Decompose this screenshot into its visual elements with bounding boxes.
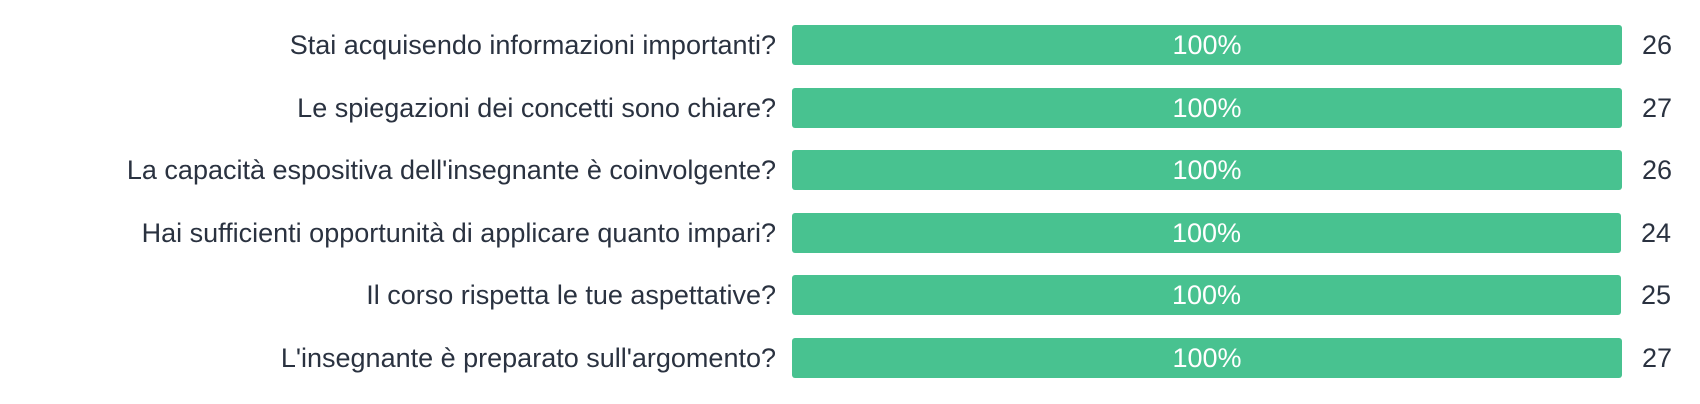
bar: 100% xyxy=(792,150,1622,190)
bar: 100% xyxy=(792,87,1622,128)
percent-label: 100% xyxy=(1171,280,1242,310)
category-label: L'insegnante è preparato sull'argomento? xyxy=(280,342,776,373)
bar-row: Il corso rispetta le tue aspettative? 100… xyxy=(0,275,1700,315)
count-label: 27 xyxy=(1642,342,1673,373)
bar-row: Hai sufficienti opportunità di applicare… xyxy=(0,212,1700,253)
bar: 100% xyxy=(792,212,1621,253)
percent-label: 100% xyxy=(1172,30,1242,60)
bar-row: La capacità espositiva dell'insegnante è… xyxy=(0,150,1700,190)
bar-row: Le spiegazioni dei concetti sono chiare?… xyxy=(0,87,1700,128)
percent-label: 100% xyxy=(1171,217,1242,248)
category-label: La capacità espositiva dell'insegnante è… xyxy=(126,155,776,185)
bar-row: L'insegnante è preparato sull'argomento?… xyxy=(0,337,1700,378)
count-label: 26 xyxy=(1642,155,1673,185)
category-label: Il corso rispetta le tue aspettative? xyxy=(366,280,776,310)
count-label: 27 xyxy=(1642,92,1673,123)
count-label: 25 xyxy=(1641,280,1672,310)
bar-row: Stai acquisendo informazioni importanti?… xyxy=(0,25,1700,65)
category-label: Stai acquisendo informazioni importanti? xyxy=(289,30,776,60)
bar: 100% xyxy=(792,25,1622,65)
count-label: 26 xyxy=(1642,30,1673,60)
percent-label: 100% xyxy=(1172,342,1242,373)
percent-label: 100% xyxy=(1172,155,1242,185)
count-label: 24 xyxy=(1641,217,1672,248)
bar: 100% xyxy=(792,337,1622,378)
bar: 100% xyxy=(792,275,1621,315)
category-label: Hai sufficienti opportunità di applicare… xyxy=(141,217,776,248)
percent-label: 100% xyxy=(1172,92,1242,123)
category-label: Le spiegazioni dei concetti sono chiare? xyxy=(297,92,776,123)
